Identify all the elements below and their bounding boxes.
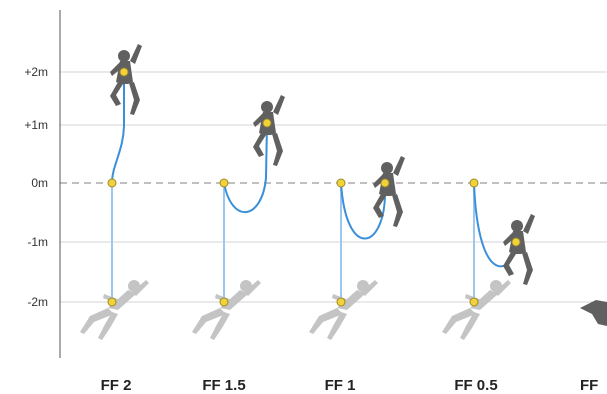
scenario-ff-1: [309, 156, 405, 340]
belay-point-ff-1: [336, 178, 346, 188]
climber-point-ff-0-5: [511, 237, 521, 247]
scenario-ff-0-5: [442, 178, 535, 340]
fall-end-point-ff-2: [107, 297, 117, 307]
rope-slack-ff-0-5: [473, 182, 517, 268]
falling-climber-ff-1-5: [192, 280, 261, 340]
fall-end-point-ff-1-5: [219, 297, 229, 307]
scenario-ff-2: [80, 44, 149, 340]
climber-ff-1: [373, 156, 405, 227]
rope-slack-ff-1: [340, 182, 386, 240]
fall-end-point-ff-1: [336, 297, 346, 307]
scenario-ff-partial: [580, 300, 607, 326]
rope-slack-ff-1-5: [223, 122, 268, 214]
climber-partial: [580, 300, 607, 326]
belay-point-ff-0-5: [469, 178, 479, 188]
climber-ff-1-5: [253, 95, 285, 166]
label-ff-2: FF 2: [101, 377, 132, 394]
y-label-plus-2m: +2m: [24, 65, 48, 79]
belay-point-ff-2: [107, 178, 117, 188]
climber-point-ff-1-5: [262, 118, 272, 128]
falling-climber-ff-0-5: [442, 280, 511, 340]
falling-climber-ff-1: [309, 280, 378, 340]
label-ff-1: FF 1: [325, 377, 356, 394]
y-label-minus-2m: -2m: [27, 295, 48, 309]
label-ff-1-5: FF 1.5: [202, 377, 245, 394]
scenario-ff-1-5: [192, 95, 285, 340]
climber-ff-2: [110, 44, 142, 115]
label-ff-0-5: FF 0.5: [454, 377, 497, 394]
y-label-0m: 0m: [31, 176, 48, 190]
falling-climber-ff-2: [80, 280, 149, 340]
climber-point-ff-1: [380, 178, 390, 188]
climber-point-ff-2: [119, 67, 129, 77]
height-levels: [60, 71, 607, 303]
belay-point-ff-1-5: [219, 178, 229, 188]
label-ff-partial: FF: [580, 377, 598, 394]
rope-slack-ff-2: [111, 72, 125, 184]
y-label-minus-1m: -1m: [27, 235, 48, 249]
climber-ff-0-5: [503, 214, 535, 285]
y-label-plus-1m: +1m: [24, 118, 48, 132]
fall-end-point-ff-0-5: [469, 297, 479, 307]
